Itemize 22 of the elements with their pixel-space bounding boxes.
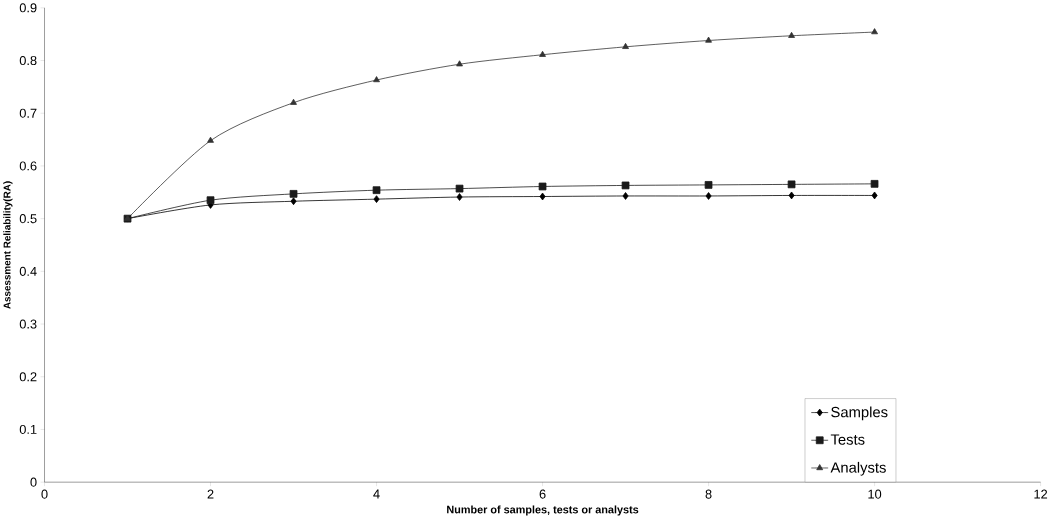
y-tick-label: 0.3 (19, 319, 37, 329)
y-tick-label: 0.7 (19, 108, 37, 118)
legend-label: Samples (831, 406, 888, 421)
y-tick-label: 0 (30, 477, 37, 487)
y-tick-label: 0.9 (19, 3, 37, 13)
x-axis-title: Number of samples, tests or analysts (447, 505, 639, 516)
y-axis-title: Assessment Reliability(RA) (3, 181, 13, 309)
x-tick-label: 2 (207, 489, 214, 499)
y-tick-label: 0.4 (19, 266, 37, 276)
y-tick-label: 0.8 (19, 56, 37, 66)
x-tick-label: 0 (41, 489, 48, 499)
x-tick-label: 4 (373, 489, 380, 499)
y-tick-label: 0.6 (19, 161, 37, 171)
legend-label: Analysts (830, 461, 886, 476)
legend-label: Tests (830, 434, 865, 445)
x-tick-label: 8 (705, 489, 712, 499)
x-tick-label: 6 (539, 489, 546, 499)
x-tick-label: 10 (868, 489, 882, 499)
y-tick-label: 0.5 (19, 214, 37, 224)
y-tick-label: 0.2 (19, 372, 37, 382)
y-tick-label: 0.1 (19, 425, 37, 435)
x-tick-label: 12 (1034, 489, 1048, 499)
